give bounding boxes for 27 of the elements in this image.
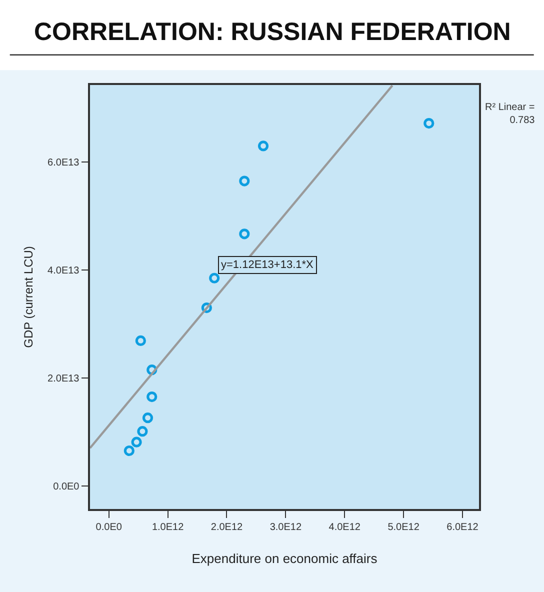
x-tick-label: 0.0E0 <box>96 522 122 533</box>
y-tick-label: 6.0E13 <box>48 158 80 169</box>
y-axis-title: GDP (current LCU) <box>21 246 36 348</box>
y-tick-label: 4.0E13 <box>48 266 80 277</box>
y-tick-label: 2.0E13 <box>48 373 80 384</box>
annotation: y=1.12E13+13.1*X <box>221 259 314 271</box>
point <box>142 412 154 424</box>
chart-title: CORRELATION: RUSSIAN FEDERATION <box>34 18 511 46</box>
x-axis-title: Expenditure on economic affairs <box>192 550 378 566</box>
point <box>146 392 158 402</box>
point <box>239 228 250 240</box>
x-tick-label: 4.0E12 <box>328 522 361 533</box>
point <box>124 445 134 456</box>
point <box>209 272 220 284</box>
text: R² Linear = 0.783 <box>485 102 536 126</box>
x-tick-label: 1.0E12 <box>152 522 184 533</box>
point <box>258 140 269 152</box>
point <box>135 335 146 346</box>
y-tick-label: 0.0E0 <box>53 481 80 492</box>
x-tick-label: 5.0E12 <box>388 522 420 533</box>
point <box>424 118 434 129</box>
point <box>239 176 250 186</box>
x-tick-label: 6.0E12 <box>446 522 479 533</box>
point <box>137 426 148 437</box>
x-tick-label: 3.0E12 <box>270 522 302 533</box>
point <box>131 436 142 448</box>
x-tick-label: 2.0E12 <box>210 522 244 533</box>
